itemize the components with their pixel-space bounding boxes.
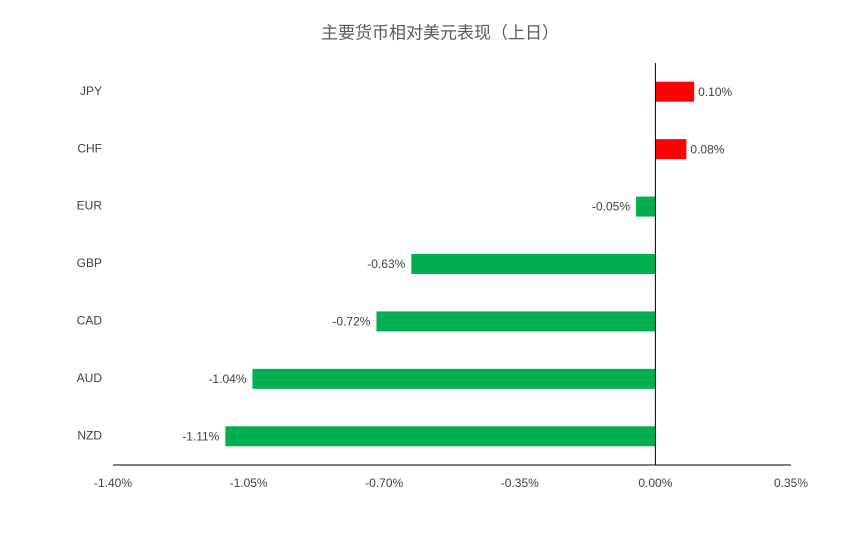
- value-label: -1.11%: [182, 429, 219, 443]
- y-tick-label: EUR: [77, 199, 103, 213]
- value-label: -0.72%: [332, 315, 370, 329]
- x-tick-label: 0.00%: [638, 476, 672, 490]
- y-tick-label: AUD: [77, 371, 103, 385]
- chart-title: 主要货币相对美元表现（上日）: [321, 23, 559, 42]
- y-tick-label: NZD: [77, 428, 102, 442]
- x-tick-label: -0.70%: [365, 476, 403, 490]
- bar: [225, 426, 656, 447]
- x-tick-label: -1.40%: [94, 476, 132, 490]
- y-tick-label: JPY: [80, 84, 102, 98]
- y-tick-label: GBP: [77, 256, 102, 270]
- x-tick-label: -0.35%: [501, 476, 539, 490]
- y-tick-label: CHF: [77, 141, 102, 155]
- y-tick-label: CAD: [77, 314, 103, 328]
- value-label: -0.05%: [592, 200, 630, 214]
- value-label: -1.04%: [208, 372, 246, 386]
- value-label: 0.10%: [698, 85, 732, 99]
- bar: [655, 81, 695, 102]
- bar: [636, 196, 656, 217]
- value-label: -0.63%: [367, 257, 405, 271]
- bar: [655, 139, 687, 160]
- bar: [411, 254, 656, 274]
- value-label: 0.08%: [690, 142, 724, 156]
- x-tick-label: 0.35%: [774, 476, 808, 490]
- bar: [252, 368, 656, 389]
- bar: [376, 311, 656, 332]
- x-tick-label: -1.05%: [230, 476, 268, 490]
